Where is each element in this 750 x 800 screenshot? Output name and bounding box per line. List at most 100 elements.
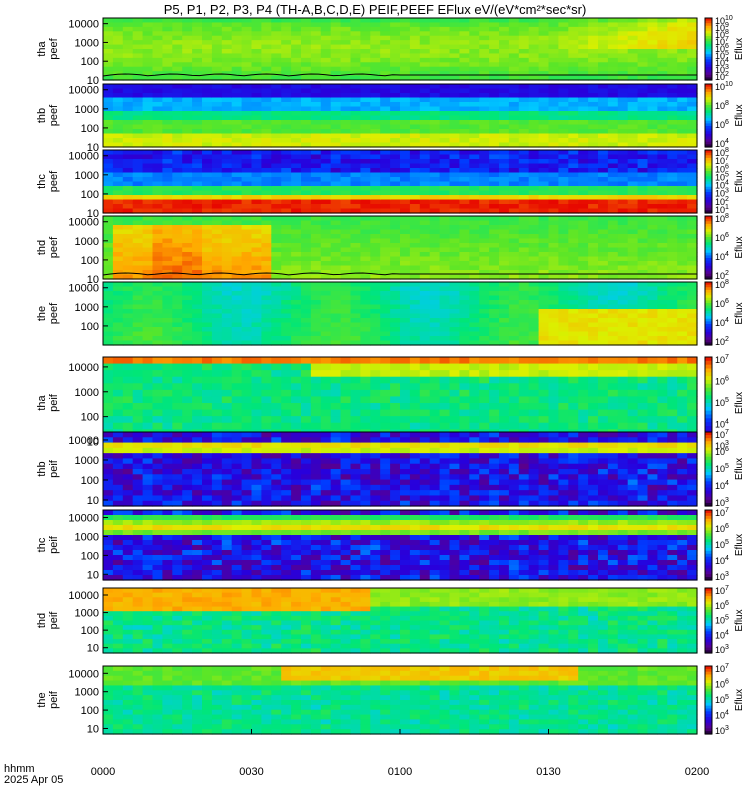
heat-cell: [390, 220, 401, 226]
heat-cell: [231, 102, 243, 108]
heat-cell: [677, 115, 688, 121]
heat-cell: [271, 129, 282, 135]
heat-cell: [182, 115, 193, 121]
heat-cell: [182, 252, 193, 258]
heat-cell: [350, 304, 361, 310]
heat-cell: [182, 220, 193, 226]
heat-cell: [400, 256, 411, 262]
heat-cell: [647, 186, 658, 192]
heat-cell: [112, 331, 124, 337]
heat-cell: [439, 318, 451, 324]
heat-cell: [667, 88, 678, 94]
heat-cell: [607, 238, 619, 244]
heat-cell: [112, 138, 124, 144]
heat-cell: [152, 220, 163, 226]
heat-cell: [528, 88, 540, 94]
heat-cell: [657, 124, 668, 130]
heat-cell: [380, 204, 391, 210]
heat-cell: [419, 370, 431, 378]
heat-cell: [449, 163, 460, 169]
heat-cell: [211, 97, 223, 103]
heat-cell: [558, 88, 569, 94]
heat-cell: [112, 286, 124, 292]
heat-cell: [667, 313, 678, 319]
heat-cell: [370, 22, 381, 28]
heat-cell: [221, 225, 233, 231]
heat-cell: [241, 229, 253, 235]
heat-cell: [330, 252, 342, 258]
heat-cell: [479, 238, 490, 244]
heat-cell: [271, 44, 282, 50]
heat-cell: [310, 247, 322, 253]
heat-cell: [142, 318, 154, 324]
heat-cell: [419, 133, 431, 139]
heat-cell: [261, 243, 272, 249]
heat-cell: [162, 120, 173, 126]
heat-cell: [390, 336, 401, 342]
heat-cell: [578, 318, 589, 324]
heat-cell: [271, 181, 282, 187]
heat-cell: [687, 256, 698, 262]
heat-cell: [499, 18, 510, 24]
colorbar-cell: [705, 342, 712, 346]
heat-cell: [598, 62, 609, 68]
heat-cell: [439, 363, 451, 371]
heat-cell: [320, 282, 332, 288]
heat-cell: [607, 106, 619, 112]
heat-cell: [538, 243, 550, 249]
heat-cell: [528, 331, 540, 337]
heat-cell: [419, 138, 431, 144]
heat-cell: [479, 71, 490, 77]
heat-cell: [390, 88, 401, 94]
heat-cell: [162, 154, 173, 160]
heat-cell: [667, 304, 678, 310]
heat-cell: [499, 199, 510, 205]
heat-cell: [419, 102, 431, 108]
heat-cell: [548, 163, 559, 169]
heat-cell: [469, 416, 480, 424]
colorbar-cell: [705, 223, 712, 228]
heat-cell: [112, 186, 124, 192]
heat-cell: [390, 190, 401, 196]
heat-cell: [172, 31, 183, 37]
heat-cell: [499, 270, 510, 276]
heat-cell: [598, 327, 609, 333]
heat-cell: [479, 208, 490, 214]
heat-cell: [598, 256, 609, 262]
heat-cell: [409, 340, 421, 346]
heat-cell: [202, 357, 213, 365]
heat-cell: [449, 115, 460, 121]
heat-cell: [132, 313, 144, 319]
heat-cell: [251, 300, 262, 306]
heat-cell: [548, 102, 559, 108]
heat-cell: [122, 150, 134, 156]
heat-cell: [281, 102, 292, 108]
heat-cell: [548, 186, 559, 192]
heat-cell: [251, 357, 262, 365]
heat-cell: [152, 44, 163, 50]
heat-cell: [617, 168, 629, 174]
heat-cell: [370, 66, 381, 72]
heat-cell: [687, 172, 698, 178]
heat-cell: [617, 71, 629, 77]
heat-cell: [142, 124, 154, 130]
heat-cell: [677, 225, 688, 231]
heat-cell: [182, 422, 193, 430]
heat-cell: [588, 84, 599, 90]
heat-cell: [112, 309, 124, 315]
heat-cell: [241, 159, 253, 165]
heat-cell: [558, 26, 569, 32]
heat-cell: [627, 256, 639, 262]
heat-cell: [182, 75, 193, 81]
heat-cell: [103, 172, 114, 178]
heat-cell: [439, 243, 451, 249]
heat-cell: [261, 265, 272, 271]
colorbar-cell: [705, 186, 712, 190]
heat-cell: [390, 422, 401, 430]
heat-cell: [489, 389, 500, 398]
heat-cell: [291, 120, 302, 126]
heat-cell: [518, 53, 530, 59]
heat-cell: [142, 181, 154, 187]
heat-cell: [132, 340, 144, 346]
heat-cell: [409, 300, 421, 306]
